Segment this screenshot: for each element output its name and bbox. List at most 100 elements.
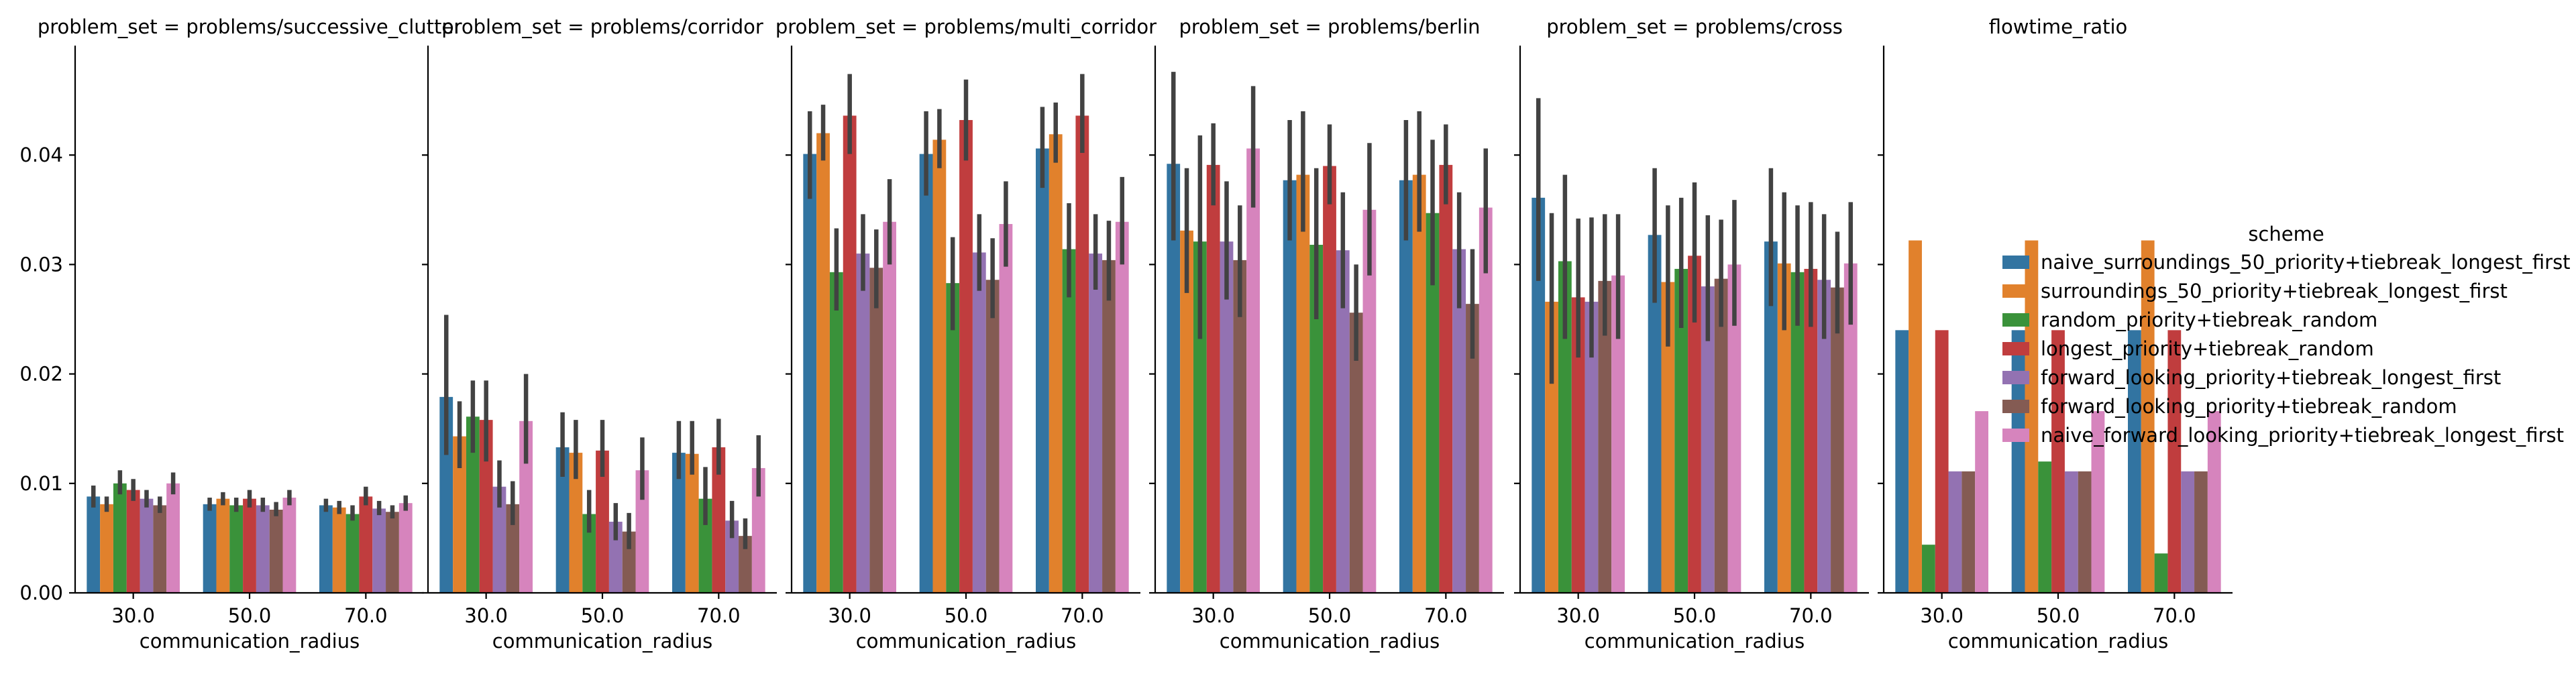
bar — [100, 504, 113, 593]
bar — [359, 496, 373, 593]
bar — [803, 154, 817, 593]
bar — [153, 505, 167, 593]
bar — [1817, 280, 1831, 593]
x-axis-label: communication_radius — [856, 630, 1076, 653]
facet-6: flowtime_ratio 30.0 50.0 70.0 communication_… — [1878, 15, 2233, 653]
facet-5: problem_set = problems/cross 30.0 50.0 70.0… — [1514, 15, 1869, 653]
bar — [1975, 411, 1988, 593]
bar — [1426, 213, 1440, 593]
legend-label: forward_looking_priority+tiebreak_longes… — [2041, 366, 2501, 389]
bar — [492, 486, 506, 593]
bar — [1193, 241, 1207, 593]
bar — [269, 509, 283, 593]
bar — [166, 483, 180, 593]
bar — [243, 498, 256, 593]
bar — [672, 453, 686, 593]
bar — [1075, 115, 1089, 593]
bar — [1777, 263, 1791, 593]
bar — [1611, 275, 1625, 593]
bar — [1804, 268, 1818, 593]
bar — [1466, 304, 1479, 593]
bar — [1296, 174, 1310, 594]
bar — [843, 115, 857, 593]
bar — [519, 420, 533, 593]
facet-2: problem_set = problems/corridor 30.0 50.0 7… — [422, 15, 777, 653]
bar — [1412, 174, 1426, 594]
legend-label: longest_priority+tiebreak_random — [2041, 337, 2374, 360]
bar — [712, 447, 726, 593]
bar — [466, 416, 480, 593]
bar — [1036, 148, 1049, 593]
x-tick-label: 70.0 — [1061, 604, 1104, 627]
x-tick-label: 30.0 — [464, 604, 508, 627]
bar — [919, 154, 933, 593]
x-tick-label: 50.0 — [228, 604, 272, 627]
bar — [2167, 330, 2182, 593]
bar — [635, 470, 649, 593]
bar — [555, 447, 570, 593]
legend-swatch — [2002, 429, 2029, 442]
facet-1: problem_set = problems/successive_clutte… — [19, 15, 462, 653]
bar — [2181, 471, 2195, 593]
legend-swatch — [2002, 371, 2029, 384]
bar — [1399, 180, 1413, 593]
bar — [1831, 287, 1844, 593]
bar — [1115, 221, 1129, 593]
y-tick-label: 0.01 — [19, 472, 63, 495]
facet-title: problem_set = problems/multi_corridor — [775, 15, 1157, 38]
x-tick-label: 50.0 — [2037, 604, 2080, 627]
bar — [1962, 471, 1976, 593]
x-tick-label: 70.0 — [1424, 604, 1468, 627]
bar — [2194, 471, 2208, 593]
bar — [2025, 240, 2039, 593]
bar — [1764, 241, 1778, 593]
x-axis-label: communication_radius — [140, 630, 360, 653]
bar — [2154, 553, 2168, 593]
x-axis-label: communication_radius — [492, 630, 712, 653]
bar — [1571, 297, 1585, 593]
x-tick-label: 70.0 — [697, 604, 741, 627]
bar — [1336, 250, 1350, 593]
bar — [1089, 254, 1103, 593]
bar — [2091, 411, 2105, 593]
bar — [2038, 461, 2052, 593]
bar — [1049, 134, 1063, 593]
facet-title: problem_set = problems/corridor — [441, 15, 763, 38]
bar — [1648, 235, 1662, 594]
x-tick-label: 70.0 — [2153, 604, 2196, 627]
bar — [506, 504, 520, 593]
bar — [751, 467, 765, 593]
bar — [608, 521, 623, 593]
x-axis-label: communication_radius — [1220, 630, 1440, 653]
bar — [725, 520, 739, 593]
x-tick-label: 30.0 — [828, 604, 871, 627]
bar — [1167, 164, 1181, 593]
bar — [1532, 197, 1546, 594]
bar — [1479, 207, 1493, 593]
facet-4: problem_set = problems/berlin 30.0 50.0 70.… — [1149, 15, 1504, 653]
legend-swatch — [2002, 284, 2029, 298]
legend-label: random_priority+tiebreak_random — [2041, 308, 2377, 331]
legend-swatch — [2002, 342, 2029, 355]
bar — [698, 498, 712, 593]
x-tick-label: 30.0 — [1191, 604, 1235, 627]
bar — [398, 503, 413, 593]
bar — [1790, 272, 1805, 593]
legend: scheme naive_surroundings_50_priority+tie… — [2002, 223, 2571, 447]
bar — [569, 453, 583, 593]
bar — [453, 436, 466, 593]
bar — [856, 254, 870, 593]
bar — [999, 224, 1013, 593]
legend-label: naive_forward_looking_priority+tiebreak_… — [2041, 424, 2564, 447]
bar — [959, 119, 973, 594]
bar — [985, 280, 1000, 593]
bar — [739, 536, 752, 593]
bar — [582, 514, 596, 593]
y-tick-label: 0.04 — [19, 144, 63, 166]
bar — [1349, 313, 1363, 593]
bar — [946, 283, 960, 593]
y-tick-label: 0.03 — [19, 253, 63, 276]
legend-label: surroundings_50_priority+tiebreak_longes… — [2041, 280, 2508, 302]
bar — [829, 272, 843, 593]
bar — [596, 450, 609, 593]
